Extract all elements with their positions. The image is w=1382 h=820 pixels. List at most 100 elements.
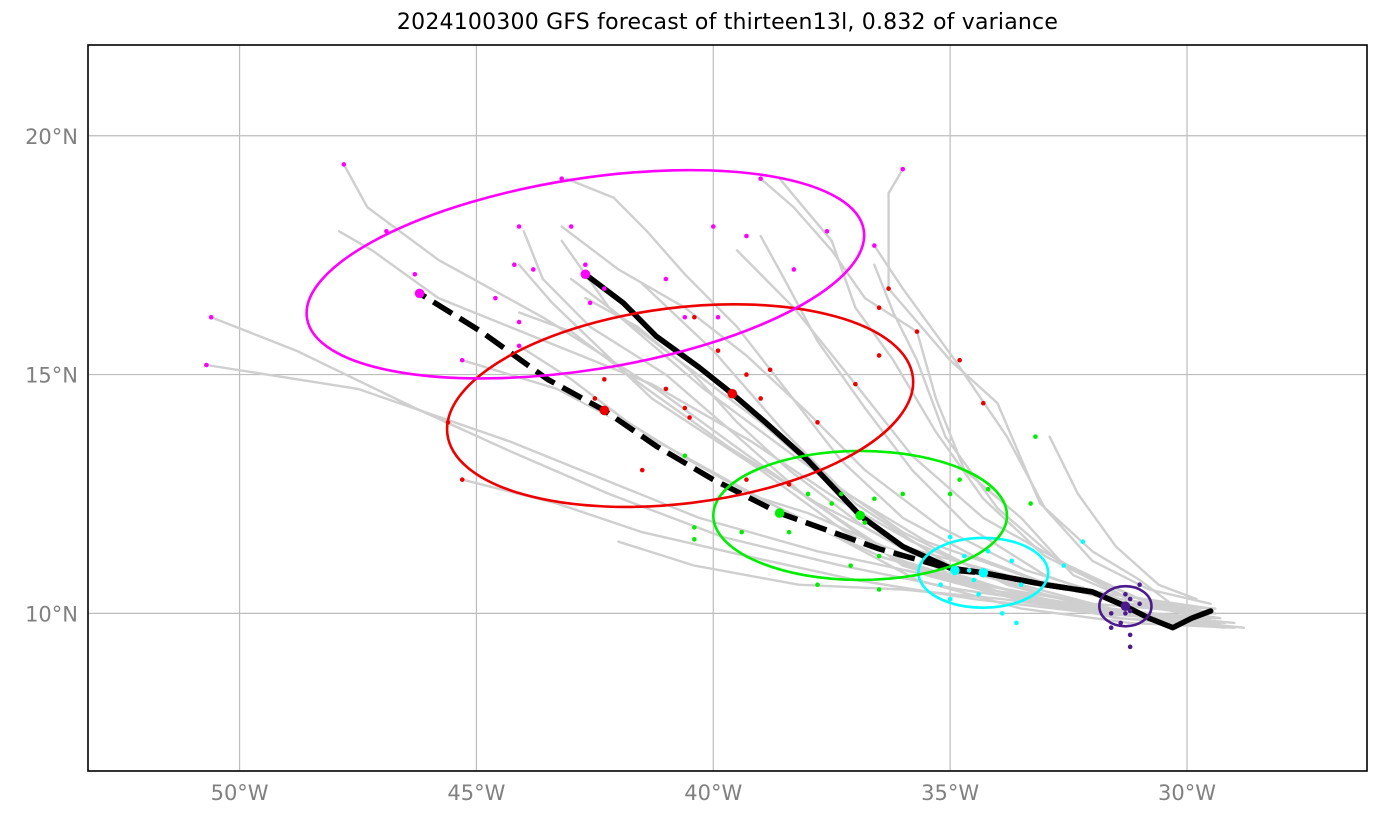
ensemble-position-t4	[459, 357, 465, 363]
mean-marker-t2	[855, 510, 865, 521]
ensemble-position-t4	[583, 262, 588, 268]
ensemble-position-t4	[663, 276, 669, 282]
ensemble-position-t4	[516, 224, 522, 229]
ensemble-position-t1	[999, 611, 1005, 616]
ensemble-position-t4	[568, 224, 574, 229]
ensemble-track	[342, 163, 1217, 625]
ensemble-position-t3	[459, 477, 465, 482]
ensemble-position-t1	[985, 548, 991, 554]
ensemble-position-t0	[1137, 582, 1142, 588]
ensemble-position-t3	[663, 386, 669, 392]
ensemble-track	[584, 296, 1246, 629]
ensemble-position-t3	[602, 377, 607, 382]
ensemble-position-t2	[1033, 434, 1038, 439]
lon-tick-label: 30°W	[1158, 781, 1216, 805]
ensemble-position-t3	[682, 405, 688, 411]
ensemble-position-t0	[1108, 625, 1114, 631]
mean-marker-t4	[580, 269, 591, 280]
ensemble-position-t4	[204, 362, 209, 368]
ensemble-position-t2	[682, 453, 688, 459]
ellipse-t1	[917, 536, 1050, 609]
ensemble-position-t4	[872, 243, 877, 248]
ensemble-position-t2	[838, 491, 844, 497]
ensemble-position-t3	[744, 477, 749, 482]
ensemble-position-t3	[981, 400, 986, 406]
lat-tick-label: 10°N	[25, 602, 78, 626]
ensemble-position-t4	[602, 286, 607, 291]
lon-tick-label: 40°W	[684, 781, 742, 805]
ensemble-position-t4	[530, 267, 536, 272]
ensemble-position-t3	[692, 314, 697, 320]
lat-tick-label: 15°N	[25, 364, 78, 388]
ensemble-position-t2	[848, 563, 853, 568]
ensemble-position-t3	[758, 396, 763, 401]
ensemble-position-t4	[493, 295, 498, 301]
ensemble-position-t3	[687, 415, 692, 420]
mean-marker-t3	[727, 388, 738, 399]
ensemble-track	[517, 344, 1236, 629]
ensemble-position-t3	[744, 372, 749, 377]
mean-marker-t0	[1120, 601, 1131, 612]
ensemble-position-t2	[829, 501, 835, 506]
ensemble-position-t1	[1009, 558, 1015, 564]
ensemble-track	[759, 177, 1208, 620]
ensemble-position-t2	[862, 520, 868, 525]
ensemble-position-t3	[876, 353, 882, 358]
ensemble-position-t4	[710, 224, 716, 229]
ensemble-position-t1	[971, 577, 977, 583]
ensemble-position-t2	[815, 582, 820, 588]
ensemble-track	[205, 363, 1217, 615]
ensemble-position-t1	[1014, 620, 1019, 626]
lon-tick-label: 35°W	[921, 781, 979, 805]
ensemble-position-t1	[962, 553, 967, 559]
ensemble-track	[887, 167, 1179, 610]
ensemble-track	[337, 230, 1227, 625]
ensemble-position-t4	[715, 314, 721, 320]
ellipse-t4	[305, 168, 866, 380]
mean-marker-t1	[978, 567, 989, 578]
ensemble-track	[759, 234, 1222, 620]
ensemble-position-t1	[1080, 539, 1086, 545]
ensemble-position-t2	[957, 477, 962, 482]
ensemble-position-t3	[853, 381, 858, 387]
ensemble-position-t0	[1127, 632, 1133, 638]
plot-frame	[87, 44, 1368, 772]
ensemble-position-t1	[1061, 563, 1067, 568]
ensemble-position-t4	[412, 271, 418, 277]
mean-tracks	[416, 271, 1214, 631]
ensemble-position-t2	[739, 529, 745, 535]
ensemble-position-t3	[876, 305, 882, 310]
ensemble-position-t4	[516, 343, 522, 349]
ensemble-position-t4	[758, 176, 763, 182]
ensemble-position-t4	[682, 314, 688, 320]
ensemble-position-t0	[1137, 601, 1142, 607]
mean-position-markers	[414, 269, 1131, 612]
ensemble-position-t1	[947, 534, 953, 540]
ensemble-position-t0	[1127, 608, 1133, 614]
mean-marker-t2	[774, 508, 785, 518]
ensemble-position-t0	[1108, 611, 1114, 616]
ensemble-position-t2	[786, 529, 792, 535]
ensemble-position-t2	[872, 496, 877, 502]
ensemble-track	[461, 478, 1212, 620]
ensemble-position-t2	[805, 491, 811, 497]
ensemble-position-t2	[947, 491, 953, 497]
lon-tick-label: 45°W	[447, 781, 505, 805]
ensemble-position-t3	[886, 286, 891, 291]
ensemble-position-t4	[587, 300, 593, 306]
chart-title: 2024100300 GFS forecast of thirteen13l, …	[396, 10, 1059, 35]
ensemble-position-t1	[976, 591, 981, 597]
ensemble-position-t2	[876, 553, 882, 559]
ensemble-position-t3	[767, 367, 773, 373]
ensemble-position-t3	[914, 329, 920, 334]
ensemble-position-t2	[1028, 501, 1033, 506]
ensemble-position-t1	[938, 582, 943, 588]
ensemble-position-t0	[1123, 591, 1128, 597]
ensemble-track	[517, 311, 1212, 610]
ensemble-position-t2	[876, 587, 882, 592]
ensemble-position-t3	[957, 357, 962, 363]
ensemble-position-t2	[692, 537, 697, 542]
ensemble-position-t4	[512, 262, 517, 268]
ensemble-position-t1	[966, 568, 972, 573]
